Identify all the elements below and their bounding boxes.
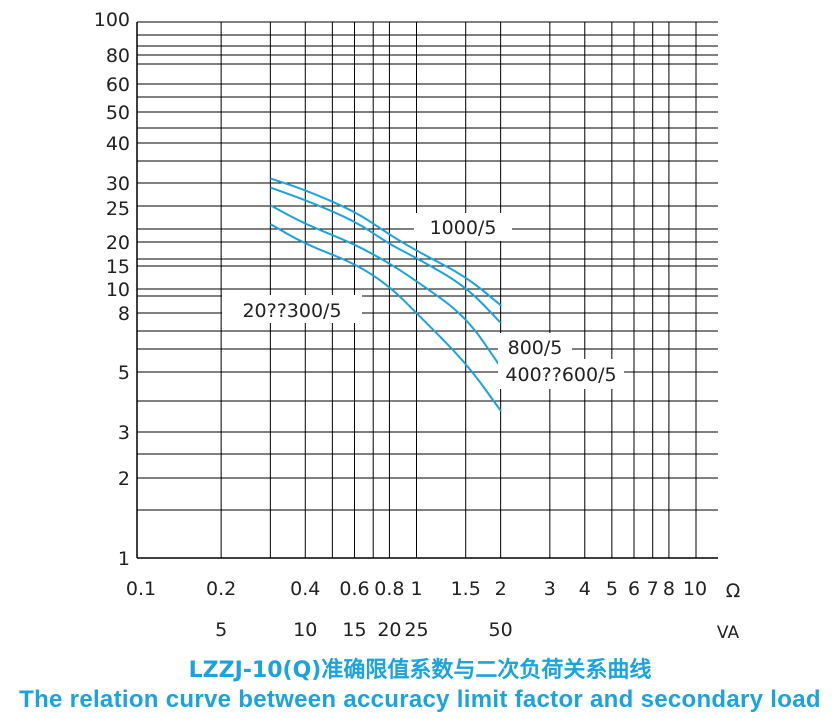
series-label-bg (498, 359, 624, 389)
x-tick-label: 6 (628, 578, 640, 600)
curves (269, 177, 502, 412)
x-tick-label: 10 (683, 578, 707, 600)
series-line (270, 186, 502, 324)
x-tick-label: 0.8 (374, 578, 404, 600)
grid (136, 21, 718, 559)
y-tick-label: 15 (106, 256, 130, 278)
y-tick-label: 60 (106, 74, 130, 96)
y-tick-label: 5 (118, 362, 130, 384)
x-va-tick-label: 20 (377, 619, 401, 641)
x-tick-label: 7 (647, 578, 659, 600)
x-unit-ohm: Ω (726, 580, 741, 602)
x-va-tick-label: 15 (342, 619, 366, 641)
series-label: 400??600/5 (505, 364, 616, 386)
y-tick-label: 10 (106, 279, 130, 301)
series-label-bg (498, 333, 572, 359)
x-tick-labels: 0.1 0.2 0.4 0.6 0.8 1 1.5 2 3 4 5 6 7 8 10 Ω (126, 578, 740, 602)
y-tick-label: 50 (106, 102, 130, 124)
series-line (269, 223, 502, 412)
x-tick-label: 8 (663, 578, 675, 600)
x-va-tick-label: 25 (404, 619, 428, 641)
x-tick-label: 2 (495, 578, 507, 600)
series-label-bg (222, 295, 362, 323)
x-va-tick-label: VA (717, 623, 740, 643)
y-tick-label: 3 (118, 422, 130, 444)
series-label: 20??300/5 (242, 300, 341, 322)
series-line (269, 204, 502, 369)
chart-title-cn: LZZJ-10(Q)准确限值系数与二次负荷关系曲线 (188, 658, 652, 683)
x-tick-label: 4 (579, 578, 591, 600)
y-tick-label: 30 (106, 173, 130, 195)
x-tick-label: 1 (410, 578, 422, 600)
series-labels: 1000/5 800/5 400??600/5 20??300/5 (222, 213, 624, 389)
series-label: 1000/5 (430, 217, 497, 239)
x-tick-label: 0.4 (290, 578, 320, 600)
series-label-bg (414, 213, 512, 241)
x-tick-label: 5 (606, 578, 618, 600)
y-tick-label: 1 (118, 548, 130, 570)
y-tick-label: 25 (106, 198, 130, 220)
x-va-tick-label: 10 (293, 619, 317, 641)
y-tick-label: 100 (94, 9, 130, 31)
y-tick-label: 20 (106, 232, 130, 254)
y-tick-label: 80 (106, 45, 130, 67)
y-tick-label: 40 (106, 133, 130, 155)
series-line (270, 177, 502, 307)
y-tick-label: 8 (118, 303, 130, 325)
x-va-tick-label: 50 (489, 619, 513, 641)
x-tick-label: 0.6 (339, 578, 369, 600)
x-tick-label: 1.5 (451, 578, 481, 600)
x-va-tick-label: 5 (215, 619, 227, 641)
x-tick-label: 3 (544, 578, 556, 600)
y-tick-label: 2 (118, 468, 130, 490)
series-label: 800/5 (508, 337, 563, 359)
chart-title-en: The relation curve between accuracy limi… (19, 686, 821, 713)
x-tick-label: 0.2 (206, 578, 236, 600)
x-va-tick-labels: 5 10 15 20 25 50 VA (215, 619, 739, 643)
x-tick-label: 0.1 (126, 578, 156, 600)
